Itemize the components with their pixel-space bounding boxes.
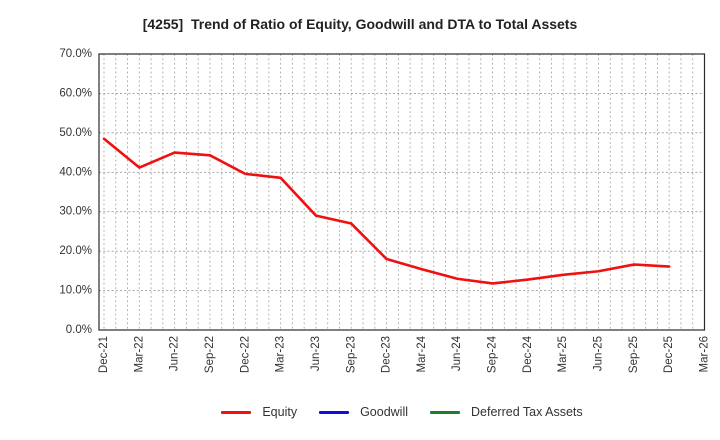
- y-tick-label: 20.0%: [59, 245, 92, 257]
- x-tick-label: Mar-23: [275, 336, 287, 372]
- equity-line-swatch: [221, 410, 252, 414]
- legend-item-goodwill: Goodwill: [319, 405, 408, 419]
- x-tick-label: Mar-24: [416, 335, 428, 372]
- equity-line: [102, 137, 671, 285]
- y-tick-label: 60.0%: [59, 87, 92, 99]
- x-tick-label: Mar-25: [557, 336, 569, 372]
- x-tick-label: Dec-25: [663, 336, 675, 373]
- x-tick-label: Dec-24: [522, 335, 534, 373]
- legend-label-equity: Equity: [262, 405, 298, 419]
- x-tick-label: Jun-22: [169, 336, 181, 371]
- x-tick-label: Jun-23: [310, 336, 322, 371]
- x-tick-label: Dec-23: [381, 336, 393, 373]
- y-tick-label: 10.0%: [59, 285, 92, 297]
- chart-title: [4255] Trend of Ratio of Equity, Goodwil…: [142, 16, 578, 32]
- goodwill-line-swatch: [319, 410, 350, 414]
- legend-label-dta: Deferred Tax Assets: [471, 405, 583, 419]
- legend: Equity Goodwill Deferred Tax Assets: [99, 405, 705, 419]
- x-tick-label: Dec-22: [239, 336, 251, 373]
- deferred-tax-assets-line-swatch: [430, 410, 461, 414]
- y-tick-label: 30.0%: [59, 206, 92, 218]
- x-tick-label: Mar-26: [699, 336, 711, 372]
- x-tick-label: Dec-21: [98, 336, 110, 373]
- x-tick-label: Mar-22: [133, 336, 145, 372]
- x-tick-label: Jun-25: [593, 336, 605, 371]
- legend-item-equity: Equity: [221, 405, 297, 419]
- y-tick-label: 0.0%: [66, 324, 92, 336]
- y-tick-label: 40.0%: [59, 166, 92, 178]
- y-tick-label: 50.0%: [59, 127, 92, 139]
- x-tick-label: Sep-25: [628, 336, 640, 373]
- y-tick-label: 70.0%: [59, 48, 92, 60]
- x-tick-label: Sep-23: [345, 336, 357, 373]
- x-tick-label: Sep-24: [487, 335, 499, 373]
- legend-item-dta: Deferred Tax Assets: [430, 405, 583, 419]
- x-tick-label: Jun-24: [451, 335, 463, 371]
- x-tick-label: Sep-22: [204, 336, 216, 373]
- legend-label-goodwill: Goodwill: [360, 405, 409, 419]
- plot-border: [98, 53, 706, 331]
